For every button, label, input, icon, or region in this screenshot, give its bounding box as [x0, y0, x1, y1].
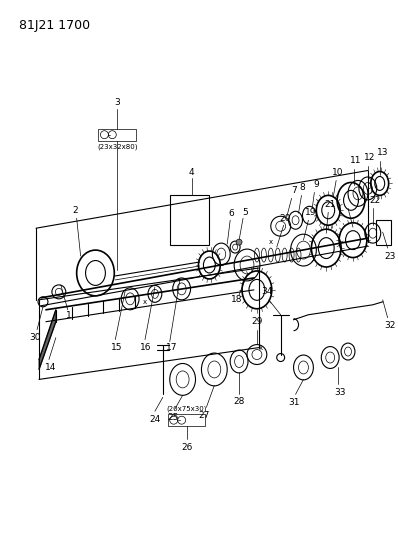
Circle shape	[236, 239, 242, 245]
Text: 12: 12	[364, 153, 375, 162]
Text: 3: 3	[114, 99, 120, 107]
Text: x: x	[143, 299, 147, 305]
Text: 30: 30	[29, 333, 41, 342]
Text: 15: 15	[111, 343, 122, 352]
Text: 17: 17	[166, 343, 178, 352]
Text: 21: 21	[324, 200, 336, 209]
Text: 32: 32	[384, 321, 395, 330]
Text: 9: 9	[314, 180, 319, 189]
Text: 7: 7	[292, 186, 297, 195]
Text: 2: 2	[72, 206, 78, 215]
Bar	[170, 196, 209, 245]
Text: x: x	[269, 239, 273, 245]
Text: 1: 1	[66, 311, 72, 320]
Text: 14: 14	[45, 363, 57, 372]
Text: 13: 13	[377, 148, 388, 157]
Text: 20: 20	[279, 214, 290, 223]
Text: 81J21 1700: 81J21 1700	[19, 19, 90, 33]
Text: 31: 31	[288, 398, 299, 407]
Polygon shape	[39, 310, 56, 369]
Text: 4: 4	[189, 168, 194, 177]
Text: 25: 25	[167, 413, 178, 422]
Bar	[98, 129, 136, 141]
Text: x: x	[259, 344, 263, 351]
Text: 33: 33	[334, 388, 346, 397]
Text: 27: 27	[199, 411, 210, 419]
Bar	[168, 414, 205, 426]
Text: 11: 11	[350, 156, 362, 165]
Text: 22: 22	[369, 196, 380, 205]
Text: 29: 29	[251, 317, 263, 326]
Text: (23x32x80): (23x32x80)	[97, 144, 138, 150]
Text: 23: 23	[384, 252, 395, 261]
Text: 18: 18	[231, 295, 243, 304]
Text: 5: 5	[242, 208, 248, 217]
Text: 8: 8	[300, 183, 305, 192]
Bar	[376, 220, 390, 245]
Text: 10: 10	[332, 168, 344, 177]
Text: 19: 19	[304, 208, 316, 217]
Text: 16: 16	[140, 343, 152, 352]
Text: 24: 24	[149, 415, 160, 424]
Text: 34: 34	[261, 287, 273, 296]
Text: 26: 26	[181, 442, 192, 451]
Text: (20x75x30): (20x75x30)	[166, 406, 207, 412]
Text: 28: 28	[233, 397, 245, 406]
Text: 6: 6	[228, 209, 234, 218]
